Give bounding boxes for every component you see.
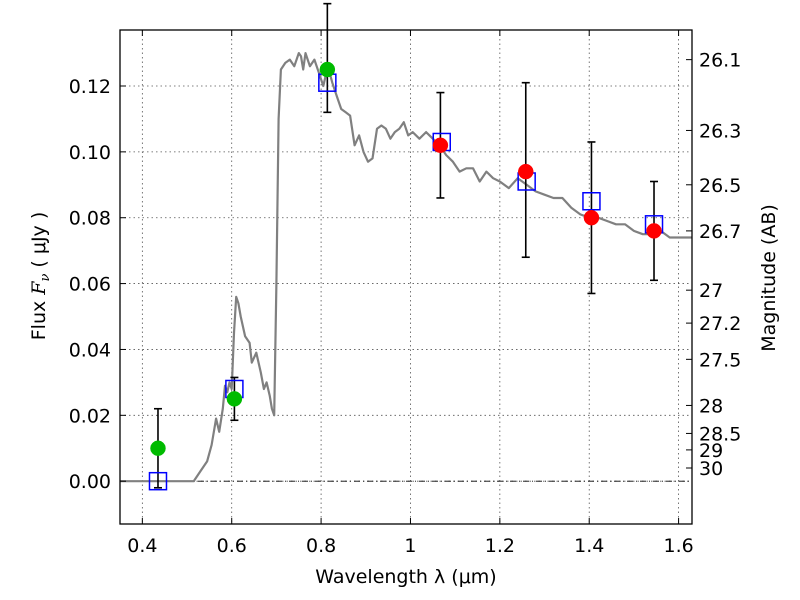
y-tick-label: 0.06 [69, 274, 111, 296]
right-tick-label: 26.3 [699, 120, 741, 142]
upper-limit-point [319, 61, 336, 78]
right-tick-label: 29 [699, 440, 723, 462]
x-tick-label: 0.6 [217, 535, 247, 557]
right-tick-label: 30 [699, 458, 723, 480]
axis-ticks [120, 30, 692, 524]
plot-frame [119, 29, 693, 525]
y-axis-title-subscript: ν [38, 274, 53, 282]
tick-labels: 0.4 0.6 0.8 1 1.2 1.4 1.6 0.00 0.02 0.04 0.06 0.08 0… [69, 50, 742, 557]
model-sed-curve [120, 52, 692, 483]
x-tick-label: 1.6 [663, 535, 693, 557]
x-tick-label: 0.8 [306, 535, 336, 557]
y-tick-label: 0.08 [69, 208, 111, 230]
upper-limit-point [150, 440, 166, 457]
x-tick-label: 0.4 [127, 535, 157, 557]
model-photometry-square [582, 192, 601, 211]
right-tick-label: 28 [699, 395, 723, 417]
observed-flux-point [518, 163, 534, 180]
y-axis-title-suffix: ( μJy ) [28, 212, 50, 274]
right-tick-label: 26.5 [699, 175, 741, 197]
y-tick-label: 0.10 [69, 142, 111, 164]
y-axis-title-prefix: Flux [28, 295, 50, 341]
y-tick-label: 0.00 [69, 471, 111, 493]
y-tick-label: 0.04 [69, 339, 111, 361]
right-axis-title: Magnitude (AB) [758, 204, 780, 352]
model-sed-layer [120, 52, 692, 483]
x-axis-title: Wavelength λ (μm) [315, 566, 496, 588]
observed-flux-point [432, 137, 449, 154]
right-tick-label: 26.7 [699, 221, 741, 243]
x-tick-label: 1 [404, 535, 416, 557]
right-tick-label: 27.5 [699, 349, 741, 371]
observed-flux-point [583, 209, 600, 226]
observed-flux-point [646, 223, 662, 239]
upper-limit-point [226, 391, 243, 407]
right-tick-label: 26.1 [699, 50, 741, 72]
y-tick-label: 0.02 [69, 405, 111, 427]
y-axis-title-symbol: F [28, 281, 50, 296]
observed-points-layer [150, 61, 662, 457]
y-tick-label: 0.12 [69, 76, 111, 98]
right-tick-label: 28.5 [699, 423, 741, 445]
y-axis-title: Flux Fν ( μJy ) [28, 212, 53, 341]
right-tick-label: 27 [699, 280, 723, 302]
x-tick-label: 1.4 [574, 535, 604, 557]
model-photometry-square [148, 471, 168, 491]
right-tick-label: 27.2 [699, 313, 741, 335]
x-tick-label: 1.2 [485, 535, 515, 557]
